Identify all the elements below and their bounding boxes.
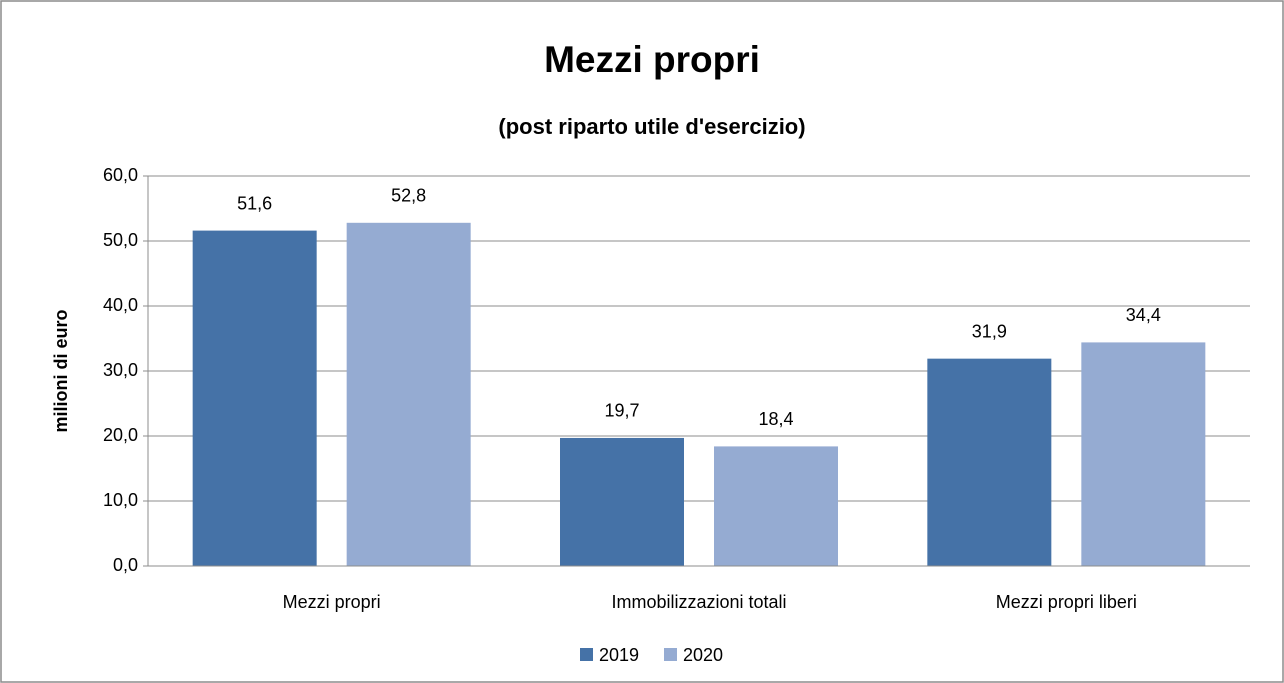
value-label: 19,7 <box>604 401 639 421</box>
legend-label: 2019 <box>599 645 639 665</box>
legend-label: 2020 <box>683 645 723 665</box>
y-tick-label: 0,0 <box>113 555 138 575</box>
bar <box>192 230 317 566</box>
x-tick-label: Immobilizzazioni totali <box>611 592 786 612</box>
bar <box>1081 342 1206 566</box>
x-tick-label: Mezzi propri <box>283 592 381 612</box>
bar <box>560 437 684 566</box>
y-tick-label: 50,0 <box>103 230 138 250</box>
legend-swatch <box>664 648 677 661</box>
value-label: 51,6 <box>237 193 272 213</box>
value-label: 31,9 <box>972 321 1007 341</box>
y-tick-label: 30,0 <box>103 360 138 380</box>
y-tick-label: 20,0 <box>103 425 138 445</box>
bar <box>346 222 471 567</box>
y-axis-label: milioni di euro <box>51 309 71 432</box>
chart-title: Mezzi propri <box>544 39 760 80</box>
y-tick-label: 40,0 <box>103 295 138 315</box>
value-label: 52,8 <box>391 186 426 206</box>
bar <box>714 446 838 566</box>
x-tick-label: Mezzi propri liberi <box>996 592 1137 612</box>
bar <box>927 358 1052 566</box>
value-label: 18,4 <box>758 409 793 429</box>
y-tick-label: 10,0 <box>103 490 138 510</box>
legend-swatch <box>580 648 593 661</box>
value-label: 34,4 <box>1126 305 1161 325</box>
chart-subtitle: (post riparto utile d'esercizio) <box>498 114 805 139</box>
y-tick-label: 60,0 <box>103 165 138 185</box>
